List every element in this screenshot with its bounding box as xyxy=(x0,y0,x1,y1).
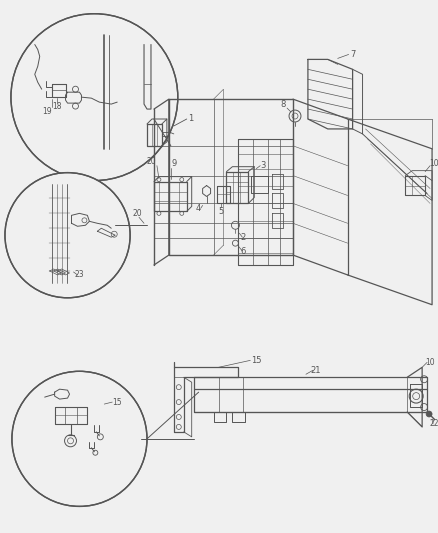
Text: 5: 5 xyxy=(218,207,223,216)
Text: 22: 22 xyxy=(429,419,438,429)
Text: 10: 10 xyxy=(429,159,438,168)
Text: 18: 18 xyxy=(52,102,61,110)
Text: 2: 2 xyxy=(241,233,246,241)
Circle shape xyxy=(12,372,147,506)
Text: 4: 4 xyxy=(196,204,201,213)
Text: 15: 15 xyxy=(251,356,261,365)
Circle shape xyxy=(5,173,130,298)
Text: 8: 8 xyxy=(280,100,286,109)
Circle shape xyxy=(426,411,432,417)
Text: 20: 20 xyxy=(146,157,156,166)
Text: 15: 15 xyxy=(113,398,122,407)
Text: 19: 19 xyxy=(42,107,52,116)
Text: 7: 7 xyxy=(350,50,355,59)
Text: 9: 9 xyxy=(171,159,177,168)
Text: 23: 23 xyxy=(74,270,84,279)
Circle shape xyxy=(11,14,178,181)
Text: 20: 20 xyxy=(132,209,142,218)
Text: 3: 3 xyxy=(261,161,266,170)
Text: 21: 21 xyxy=(311,366,321,375)
Text: 6: 6 xyxy=(240,247,246,256)
Text: 10: 10 xyxy=(425,358,435,367)
Text: 1: 1 xyxy=(188,115,193,124)
